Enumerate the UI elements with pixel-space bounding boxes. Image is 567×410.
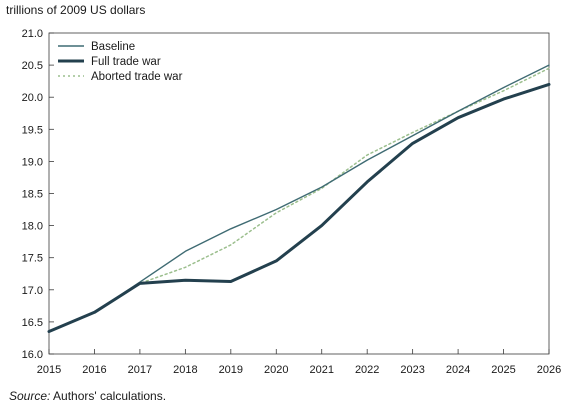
y-tick-label: 16.0 (22, 349, 43, 361)
x-tick-label: 2023 (400, 364, 424, 376)
x-tick-label: 2018 (173, 364, 197, 376)
x-tick-label: 2015 (37, 364, 61, 376)
y-tick-label: 20.5 (22, 60, 43, 72)
y-tick-label: 16.5 (22, 317, 43, 329)
x-tick-label: 2026 (537, 364, 561, 376)
y-tick-label: 17.0 (22, 285, 43, 297)
y-tick-label: 18.5 (22, 189, 43, 201)
series-line-full-trade-war (47, 82, 551, 333)
legend-label-aborted-trade-war: Aborted trade war (91, 71, 183, 83)
x-tick-label: 2025 (491, 364, 515, 376)
legend-label-full-trade-war: Full trade war (91, 56, 161, 68)
x-tick-label: 2020 (264, 364, 288, 376)
source-note: Source: Authors' calculations. (9, 389, 166, 403)
x-tick-label: 2017 (128, 364, 152, 376)
x-tick-label: 2021 (309, 364, 333, 376)
y-tick-label: 19.5 (22, 124, 43, 136)
y-tick-label: 20.0 (22, 92, 43, 104)
source-prefix: Source: (9, 389, 51, 403)
y-tick-label: 17.5 (22, 253, 43, 265)
series-line-baseline (48, 64, 550, 333)
y-unit-label: trillions of 2009 US dollars (6, 3, 146, 17)
y-tick-label: 19.0 (22, 156, 43, 168)
x-tick-label: 2016 (82, 364, 106, 376)
x-tick-label: 2024 (446, 364, 470, 376)
x-tick-label: 2019 (219, 364, 243, 376)
legend-label-baseline: Baseline (91, 41, 135, 53)
x-tick-label: 2022 (355, 364, 379, 376)
source-text: Authors' calculations. (50, 389, 167, 403)
y-tick-label: 18.0 (22, 221, 43, 233)
y-tick-label: 21.0 (22, 28, 43, 40)
